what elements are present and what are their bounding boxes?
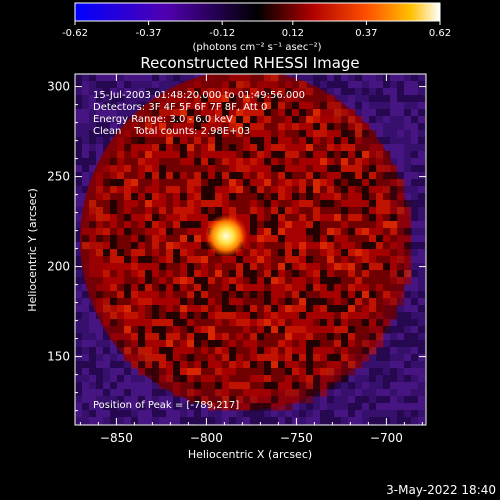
x-tick-label: −850 <box>100 431 133 445</box>
y-tick-label: 300 <box>47 80 70 94</box>
colorbar-tick-label: -0.37 <box>136 28 162 39</box>
colorbar-ticks: -0.62 -0.37 -0.12 0.12 0.37 0.62 <box>62 21 451 39</box>
x-tick-label: −750 <box>280 431 313 445</box>
colorbar <box>74 2 441 22</box>
heatmap-image <box>75 74 426 425</box>
y-tick-label: 200 <box>47 260 70 274</box>
annotation-energy: Energy Range: 3.0 - 6.0 keV <box>93 114 233 125</box>
colorbar-units: (photons cm⁻² s⁻¹ asec⁻²) <box>192 42 321 53</box>
y-tick-label: 150 <box>47 350 70 364</box>
colorbar-tick-label: 0.62 <box>429 28 451 39</box>
plot-frame <box>74 73 427 426</box>
colorbar-tick-label: -0.62 <box>62 28 88 39</box>
annotation-detectors: Detectors: 3F 4F 5F 6F 7F 8F, Att 0 <box>93 102 267 113</box>
annotation-time: 15-Jul-2003 01:48:20.000 to 01:49:56.000 <box>93 90 305 101</box>
y-axis-label: Heliocentric Y (arcsec) <box>26 188 39 312</box>
annotation-peak-position: Position of Peak = [-789,217] <box>93 400 239 411</box>
colorbar-tick-label: -0.12 <box>209 28 235 39</box>
x-axis-label: Heliocentric X (arcsec) <box>188 448 312 461</box>
x-axis: −850 −800 −750 −700 <box>79 74 423 445</box>
y-tick-label: 250 <box>47 170 70 184</box>
x-tick-label: −700 <box>370 431 403 445</box>
x-tick-label: −800 <box>190 431 223 445</box>
footer-timestamp: 3-May-2022 18:40 <box>386 483 496 497</box>
peak-source <box>204 214 249 258</box>
chart-title: Reconstructed RHESSI Image <box>140 54 359 72</box>
y-axis: 150 200 250 300 <box>47 80 426 412</box>
annotation-clean: Clean Total counts: 2.98E+03 <box>93 126 250 137</box>
colorbar-tick-label: 0.37 <box>355 28 377 39</box>
emission-texture <box>82 74 412 411</box>
colorbar-tick-label: 0.12 <box>282 28 304 39</box>
